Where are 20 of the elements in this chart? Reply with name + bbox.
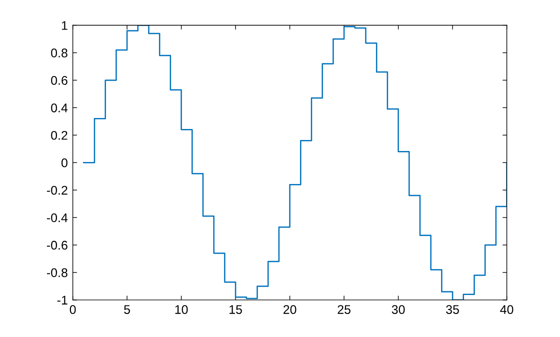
y-tick-label: 1 bbox=[62, 21, 68, 30]
x-tick-label: 15 bbox=[230, 305, 242, 314]
x-tick-label: 35 bbox=[446, 305, 459, 314]
y-tick-label: 0.4 bbox=[51, 103, 68, 112]
y-tick-label: -0.2 bbox=[46, 186, 68, 195]
y-tick-label: -0.4 bbox=[46, 213, 68, 222]
y-tick-label: 0.8 bbox=[51, 48, 68, 58]
x-tick-label: 20 bbox=[283, 305, 296, 314]
x-tick-label: 40 bbox=[500, 305, 514, 314]
x-tick-label: 10 bbox=[175, 305, 188, 314]
y-tick-label: -1 bbox=[57, 296, 68, 304]
y-tick-label: -0.6 bbox=[46, 240, 68, 250]
y-tick-label: 0.2 bbox=[51, 130, 68, 140]
y-tick-label: 0 bbox=[61, 158, 68, 168]
x-tick-label: 30 bbox=[392, 305, 405, 314]
x-tick-label: 25 bbox=[338, 305, 350, 314]
y-tick-label: 0.6 bbox=[51, 76, 68, 85]
x-tick-label: 0 bbox=[70, 305, 76, 314]
x-tick-label: 5 bbox=[124, 305, 130, 314]
y-tick-label: -0.8 bbox=[46, 268, 68, 278]
